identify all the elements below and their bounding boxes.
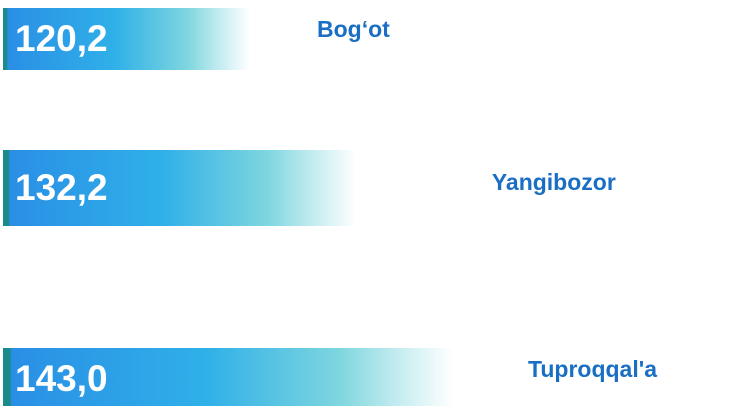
bar [3, 150, 357, 226]
category-label: Yangibozor [492, 169, 616, 195]
bar [3, 8, 250, 70]
category-label: Tuproqqal'a [528, 356, 657, 382]
bar [3, 348, 453, 406]
value-label: 132,2 [15, 167, 108, 208]
value-label: 120,2 [15, 18, 108, 59]
value-label: 143,0 [15, 358, 108, 399]
category-label: Bog‘ot [317, 16, 390, 42]
